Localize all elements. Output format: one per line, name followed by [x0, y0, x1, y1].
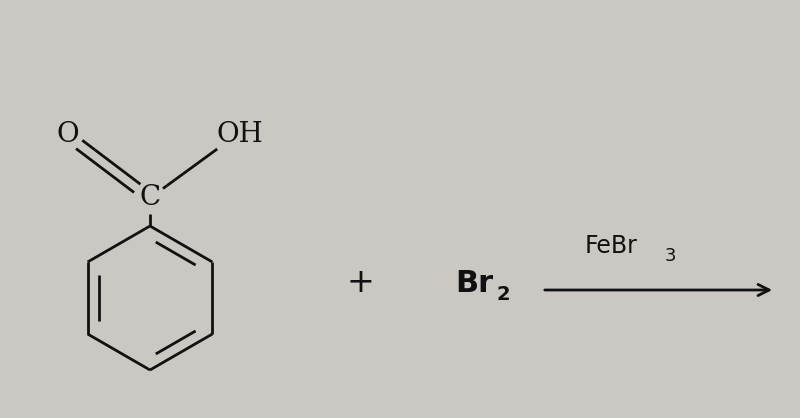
Text: C: C — [139, 184, 161, 212]
Text: FeBr: FeBr — [585, 234, 638, 258]
Text: Br: Br — [455, 268, 493, 298]
Text: OH: OH — [217, 120, 263, 148]
Text: +: + — [346, 267, 374, 300]
Text: O: O — [57, 120, 79, 148]
Text: 2: 2 — [497, 285, 510, 304]
Text: 3: 3 — [665, 247, 677, 265]
